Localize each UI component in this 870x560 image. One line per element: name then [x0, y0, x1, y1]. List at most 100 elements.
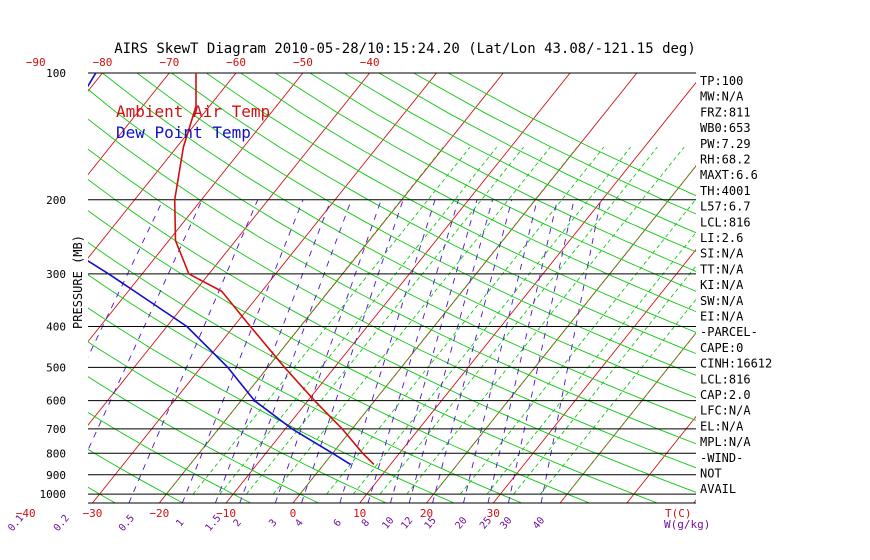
dry-adiabat-line — [88, 448, 184, 503]
bottom-temp-tick-label: 20 — [420, 507, 433, 520]
dry-adiabat-line — [447, 73, 696, 197]
dry-adiabat-line — [344, 73, 696, 253]
mixing-ratio-tick-label: 4 — [293, 518, 305, 530]
pressure-tick-label: 1000 — [40, 488, 67, 501]
stability-index: -PARCEL- — [700, 325, 758, 339]
dry-adiabat-line — [88, 274, 522, 503]
dewpoint-line — [88, 73, 351, 466]
stability-index: NOT — [700, 467, 722, 481]
bottom-temp-tick-label: 0 — [290, 507, 297, 520]
isotherm-line — [359, 81, 696, 503]
dry-adiabat-line — [88, 179, 696, 493]
mixing-ratio-line — [463, 199, 538, 503]
pressure-axis: 100 200 300 400 500 600 700 800 900 1000 — [40, 67, 67, 501]
background-lines — [0, 73, 696, 503]
moist-adiabat-line — [326, 146, 605, 495]
top-temp-tick-label: −50 — [293, 56, 313, 69]
chart-title: AIRS SkewT Diagram 2010-05-28/10:15:24.2… — [114, 41, 696, 57]
moist-adiabat-line — [540, 298, 696, 495]
mixing-ratio-line — [239, 199, 352, 503]
stability-index: EL:N/A — [700, 419, 744, 433]
dry-adiabat-line — [413, 73, 696, 215]
moist-adiabat-line — [513, 265, 696, 495]
dry-adiabat-line — [88, 486, 116, 503]
stability-index: TH:4001 — [700, 184, 751, 198]
moist-adiabat-line — [272, 146, 551, 495]
stability-index: TP:100 — [700, 74, 743, 88]
mixing-ratio-line — [487, 199, 558, 503]
isotherm-line — [0, 73, 36, 503]
legend-temp: Ambient Air Temp — [116, 102, 270, 121]
isotherm-line — [626, 415, 696, 503]
moist-adiabat-line — [486, 231, 696, 495]
dry-adiabat-line — [0, 73, 48, 503]
mixing-ratio-tick-label: 8 — [360, 518, 372, 530]
mixing-ratio-line — [301, 199, 404, 503]
moist-adiabat-line — [246, 146, 524, 495]
top-temp-tick-label: −40 — [360, 56, 380, 69]
dry-adiabat-line — [136, 73, 696, 376]
pressure-tick-label: 600 — [46, 395, 66, 408]
dry-adiabat-line — [171, 73, 696, 355]
stability-index: FRZ:811 — [700, 105, 751, 119]
mixing-ratio-line — [128, 199, 259, 503]
stability-index: SI:N/A — [700, 247, 744, 261]
mixing-ratio-line — [390, 199, 478, 503]
stability-index: RH:68.2 — [700, 153, 751, 167]
bottom-temp-tick-label: −40 — [16, 507, 36, 520]
moist-adiabat-line — [566, 332, 696, 495]
moist-adiabat-line — [192, 146, 471, 495]
mixing-ratio-tick-label: 2 — [232, 518, 244, 530]
mixing-ratio-tick-label: 40 — [531, 515, 547, 531]
bottom-temp-tick-label: 30 — [487, 507, 500, 520]
stability-index: PW:7.29 — [700, 137, 751, 151]
mixing-ratio-tick-label: 20 — [453, 515, 469, 531]
moist-adiabat-line — [219, 146, 498, 495]
top-temp-tick-label: −60 — [226, 56, 246, 69]
pressure-tick-label: 500 — [46, 361, 66, 374]
isotherm-line — [88, 73, 170, 176]
stability-index: LFC:N/A — [700, 404, 751, 418]
mixing-ratio-tick-label: 0.5 — [117, 513, 137, 534]
stability-index: -WIND- — [700, 451, 743, 465]
dry-adiabat-line — [88, 118, 696, 445]
stability-index: EI:N/A — [700, 310, 744, 324]
stability-index: SW:N/A — [700, 294, 744, 308]
bottom-temp-tick-label: −10 — [216, 507, 236, 520]
mixing-unit-label: W(g/kg) — [664, 518, 710, 531]
dry-adiabat-line — [309, 73, 696, 272]
moist-adiabat-line — [166, 146, 444, 495]
mixing-ratio-line — [88, 199, 164, 358]
bottom-temp-tick-label: −20 — [149, 507, 169, 520]
mixing-ratio-line — [181, 199, 304, 503]
top-temp-tick-label: −90 — [26, 56, 46, 69]
stability-index: MW:N/A — [700, 90, 744, 104]
mixing-ratio-line — [274, 199, 382, 503]
stability-index: LCL:816 — [700, 215, 751, 229]
pressure-tick-label: 900 — [46, 469, 66, 482]
dry-adiabat-line — [240, 73, 696, 313]
isotherm-line — [88, 73, 103, 92]
bottom-temp-tick-label: −30 — [83, 507, 103, 520]
y-axis-label: PRESSURE (MB) — [71, 235, 85, 329]
dry-adiabat-line — [88, 341, 387, 503]
isotherm-line — [92, 73, 437, 503]
mixing-ratio-tick-label: 3 — [267, 518, 279, 530]
dry-adiabat-line — [88, 241, 590, 503]
pressure-tick-label: 700 — [46, 423, 66, 436]
stability-index: CINH:16612 — [700, 357, 772, 371]
moist-adiabat-line — [459, 198, 696, 495]
isotherm-line — [88, 73, 371, 426]
mixing-ratio-line — [408, 199, 493, 503]
dry-adiabat-line — [275, 73, 696, 292]
stability-index: LCL:816 — [700, 372, 751, 386]
isotherm-line — [88, 73, 237, 259]
bottom-temp-tick-label: 10 — [353, 507, 366, 520]
mixing-ratio-line — [339, 199, 436, 503]
dry-adiabat-line — [205, 73, 696, 333]
moist-adiabat-line — [406, 146, 685, 495]
mixing-ratio-line — [432, 199, 513, 503]
moist-adiabat-line — [299, 146, 578, 495]
